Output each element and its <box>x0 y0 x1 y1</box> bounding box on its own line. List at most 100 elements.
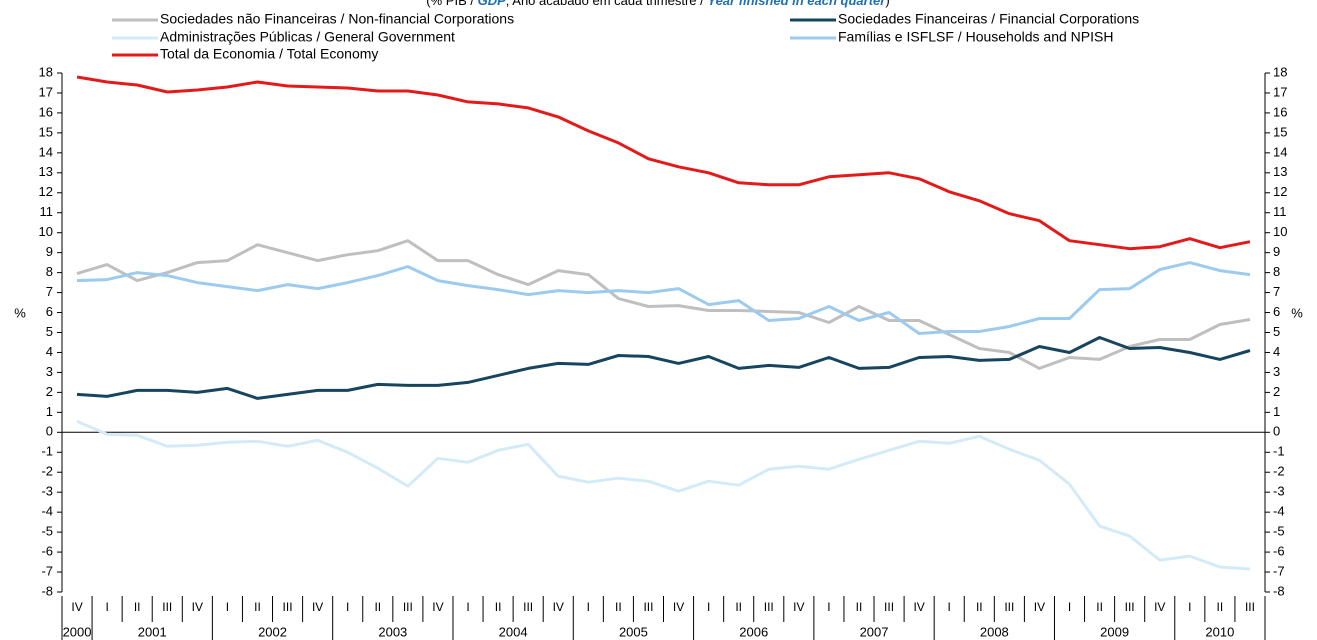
x-tick-label: III <box>884 600 894 614</box>
y2-tick-label: -2 <box>1273 464 1285 479</box>
subtitle-part: (% PIB / <box>426 0 477 8</box>
y2-tick-label: 13 <box>1273 164 1287 179</box>
x-tick-label: II <box>1217 600 1224 614</box>
y2-tick-label: 6 <box>1273 304 1280 319</box>
x-tick-label: IV <box>913 600 924 614</box>
chart-subtitle: (% PIB / GDP; Ano acabado em cada trimes… <box>426 0 889 8</box>
legend-label: Administrações Públicas / General Govern… <box>160 29 455 45</box>
x-tick-label: I <box>226 600 229 614</box>
y2-tick-label: 2 <box>1273 384 1280 399</box>
x-tick-label: II <box>254 600 261 614</box>
year-label: 2009 <box>1100 624 1129 639</box>
y2-tick-label: -8 <box>1273 583 1285 598</box>
y2-tick-label: -1 <box>1273 444 1285 459</box>
x-tick-label: IV <box>1034 600 1045 614</box>
x-tick-label: IV <box>793 600 804 614</box>
x-tick-label: III <box>643 600 653 614</box>
x-tick-label: III <box>1245 600 1255 614</box>
y-tick-label: 7 <box>46 284 53 299</box>
legend-label: Sociedades Financeiras / Financial Corpo… <box>838 11 1139 27</box>
x-tick-label: III <box>403 600 413 614</box>
legend-label: Famílias e ISFLSF / Households and NPISH <box>838 29 1113 45</box>
y2-tick-label: 0 <box>1273 424 1280 439</box>
x-tick-label: III <box>1125 600 1135 614</box>
subtitle-part: GDP <box>478 0 507 8</box>
y-tick-label: 17 <box>39 84 53 99</box>
x-tick-label: I <box>346 600 349 614</box>
y2-tick-label: 11 <box>1273 204 1287 219</box>
y-tick-label: -6 <box>41 544 53 559</box>
y2-tick-label: 12 <box>1273 184 1287 199</box>
y-tick-label: 3 <box>46 364 53 379</box>
subtitle-part: ; Ano acabado em cada trimestre / <box>506 0 708 8</box>
x-tick-label: III <box>162 600 172 614</box>
y-tick-label: 15 <box>39 124 53 139</box>
y-tick-label: 1 <box>46 404 53 419</box>
series-line <box>76 75 1251 251</box>
y-tick-label: -5 <box>41 524 53 539</box>
y2-tick-label: 15 <box>1273 124 1287 139</box>
year-label: 2008 <box>980 624 1009 639</box>
y2-tick-label: -4 <box>1273 504 1285 519</box>
legend-label: Sociedades não Financeiras / Non-financi… <box>160 11 514 27</box>
subtitle-part: ) <box>885 0 889 8</box>
y-tick-label: -7 <box>41 563 53 578</box>
y-tick-label: 8 <box>46 264 53 279</box>
x-tick-label: I <box>105 600 108 614</box>
year-label: 2002 <box>258 624 287 639</box>
x-tick-label: II <box>615 600 622 614</box>
y2-tick-label: 14 <box>1273 144 1287 159</box>
y2-tick-label: -5 <box>1273 524 1285 539</box>
x-tick-label: IV <box>432 600 443 614</box>
legend-label: Total da Economia / Total Economy <box>160 46 378 62</box>
x-tick-label: III <box>1004 600 1014 614</box>
y2-tick-label: 3 <box>1273 364 1280 379</box>
y2-tick-label: -7 <box>1273 563 1285 578</box>
x-tick-label: II <box>374 600 381 614</box>
y-tick-label: 0 <box>46 424 53 439</box>
y-tick-label: -2 <box>41 464 53 479</box>
y2-tick-label: 18 <box>1273 64 1287 79</box>
y2-tick-label: 7 <box>1273 284 1280 299</box>
y-tick-label: 16 <box>39 104 53 119</box>
y-tick-label: 6 <box>46 304 53 319</box>
series-line <box>76 419 1251 571</box>
x-tick-label: IV <box>71 600 82 614</box>
y-tick-label: 5 <box>46 324 53 339</box>
year-label: 2005 <box>619 624 648 639</box>
y2-tick-label: 1 <box>1273 404 1280 419</box>
y2-tick-label: 17 <box>1273 84 1287 99</box>
year-label: 2006 <box>739 624 768 639</box>
y2-tick-label: 8 <box>1273 264 1280 279</box>
y-tick-label: 9 <box>46 244 53 259</box>
x-tick-label: IV <box>553 600 564 614</box>
x-tick-label: II <box>735 600 742 614</box>
y-tick-label: -4 <box>41 504 53 519</box>
x-tick-label: I <box>707 600 710 614</box>
x-tick-label: IV <box>192 600 203 614</box>
y2-tick-label: -3 <box>1273 484 1285 499</box>
y2-tick-label: 10 <box>1273 224 1287 239</box>
y-tick-label: 4 <box>46 344 53 359</box>
x-tick-label: I <box>948 600 951 614</box>
year-label: 2007 <box>860 624 889 639</box>
y2-tick-label: 9 <box>1273 244 1280 259</box>
x-tick-label: II <box>134 600 141 614</box>
y-tick-label: 11 <box>40 204 54 219</box>
x-tick-label: I <box>587 600 590 614</box>
x-tick-label: IV <box>312 600 323 614</box>
year-label: 2001 <box>138 624 167 639</box>
x-tick-label: III <box>764 600 774 614</box>
y-tick-label: 2 <box>46 384 53 399</box>
year-label: 2003 <box>378 624 407 639</box>
x-tick-label: II <box>495 600 502 614</box>
x-tick-label: IV <box>1154 600 1165 614</box>
x-tick-label: I <box>1068 600 1071 614</box>
y2-tick-label: -6 <box>1273 544 1285 559</box>
y-tick-label: 13 <box>39 164 53 179</box>
y-tick-label: 10 <box>39 224 53 239</box>
y2-tick-label: 5 <box>1273 324 1280 339</box>
x-tick-label: I <box>466 600 469 614</box>
subtitle-part: Year finished in each quarter <box>707 0 886 8</box>
